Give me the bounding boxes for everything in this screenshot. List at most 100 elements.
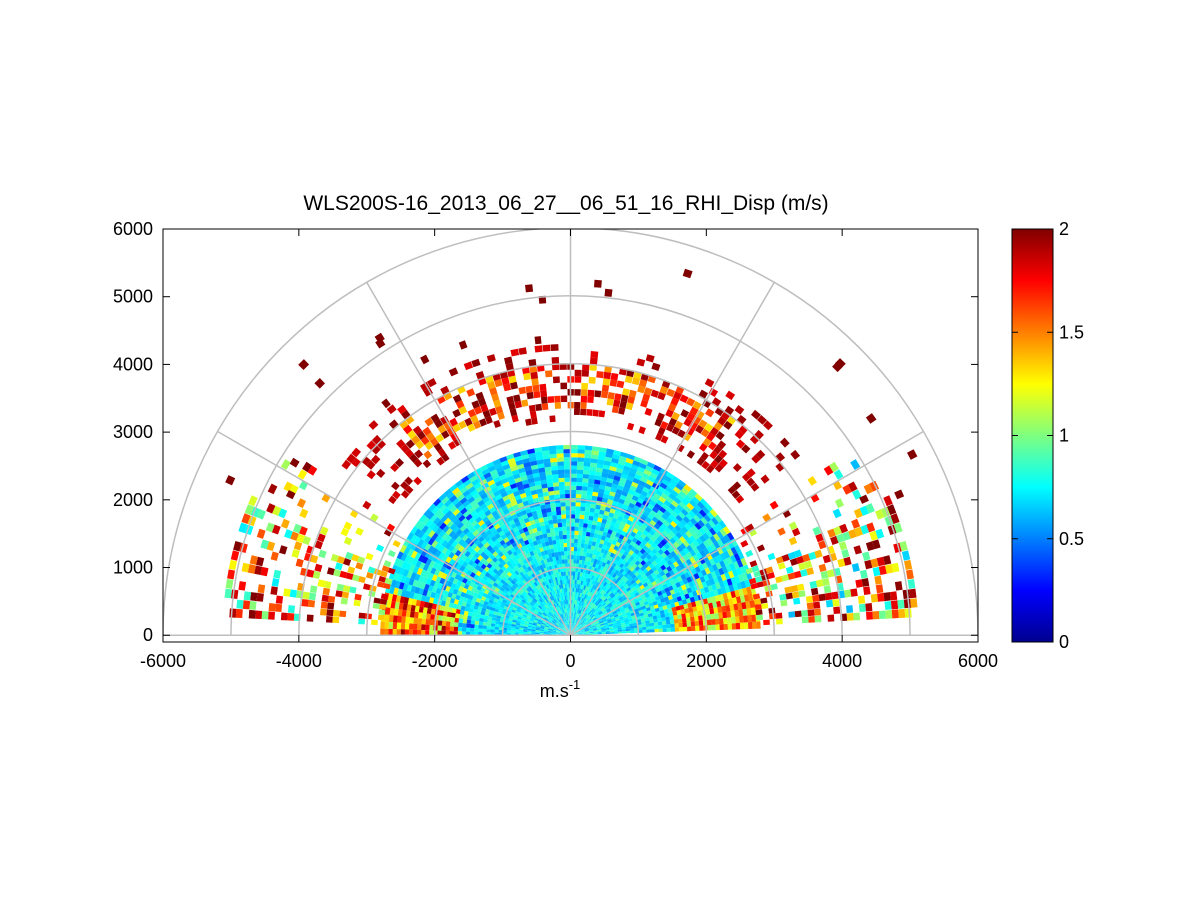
data-cell [590,545,596,551]
data-cell [407,429,417,440]
data-cell [504,574,510,580]
data-cell [521,592,526,598]
data-cell [563,591,566,597]
data-cell [415,560,422,568]
data-cell [595,623,601,627]
data-cell [595,622,600,626]
data-cell [549,624,554,627]
data-cell [472,568,479,575]
data-cell [480,611,486,616]
data-cell [396,622,402,630]
data-cell [688,591,694,598]
data-cell [548,625,554,629]
data-cell [540,591,545,597]
data-cell [579,626,583,629]
data-cell [469,603,475,609]
data-cell [588,618,593,622]
data-cell [638,627,643,631]
data-cell [586,599,590,605]
data-cell [404,590,411,598]
data-cell [717,606,723,613]
data-cell [576,592,579,597]
data-cell [628,471,636,478]
data-cell [625,457,634,464]
data-cell [529,619,534,622]
data-cell [609,379,618,387]
data-cell [547,549,552,554]
data-cell [698,527,706,535]
data-cell [459,486,468,494]
data-cell [531,599,537,604]
data-cell [624,621,630,625]
data-cell [682,588,689,595]
data-cell [793,570,802,579]
data-cell [710,571,717,579]
data-cell [551,552,556,558]
data-cell [611,539,618,546]
data-cell [727,617,732,624]
data-cell [701,524,710,533]
data-cell [377,614,385,621]
data-cell [575,628,580,632]
data-cell [671,583,678,590]
data-cell [570,534,575,539]
data-cell [589,612,594,617]
data-cell [718,520,727,529]
data-cell [614,574,620,580]
data-cell [335,590,343,598]
data-cell [815,579,824,588]
data-cell [601,497,609,503]
data-cell [442,561,449,568]
data-cell [809,580,818,589]
data-cell [659,468,668,476]
data-cell [583,523,588,528]
data-cell [665,616,670,621]
data-cell [655,489,663,497]
data-cell [708,441,717,451]
data-cell [574,626,578,630]
data-cell [387,549,396,558]
data-cell [553,626,558,630]
data-cell [787,551,796,560]
data-cell [576,481,583,487]
data-cell [583,589,587,595]
data-cell [910,598,918,608]
data-cell [421,618,427,625]
data-cell [557,626,562,630]
data-cell [504,593,510,599]
data-cell [537,583,542,589]
data-cell [636,573,642,580]
data-cell [643,614,649,619]
data-cell [532,527,538,533]
data-cell [578,563,582,569]
data-cell [467,423,476,432]
data-cell [471,400,480,409]
data-cell [709,508,718,518]
data-cell [628,389,637,398]
data-cell [476,548,484,555]
data-cell [678,627,684,632]
data-cell [392,572,399,581]
data-cell [554,598,558,603]
data-cell [710,619,716,625]
data-cell [636,358,646,367]
data-cell [563,571,566,576]
data-cell [498,545,505,552]
data-cell [517,578,523,584]
data-cell [753,598,762,605]
data-cell [693,514,701,523]
data-cell [634,591,640,597]
data-cell [468,607,474,613]
data-cell [495,466,504,473]
data-cell [740,540,749,548]
data-cell [582,531,587,536]
data-cell [390,601,396,609]
data-cell [340,527,350,537]
data-cell [603,527,609,533]
data-cell [584,628,589,631]
data-cell [542,487,549,493]
data-cell [557,551,562,556]
data-cell [657,561,664,568]
data-cell [582,568,586,574]
data-cell [671,527,679,535]
